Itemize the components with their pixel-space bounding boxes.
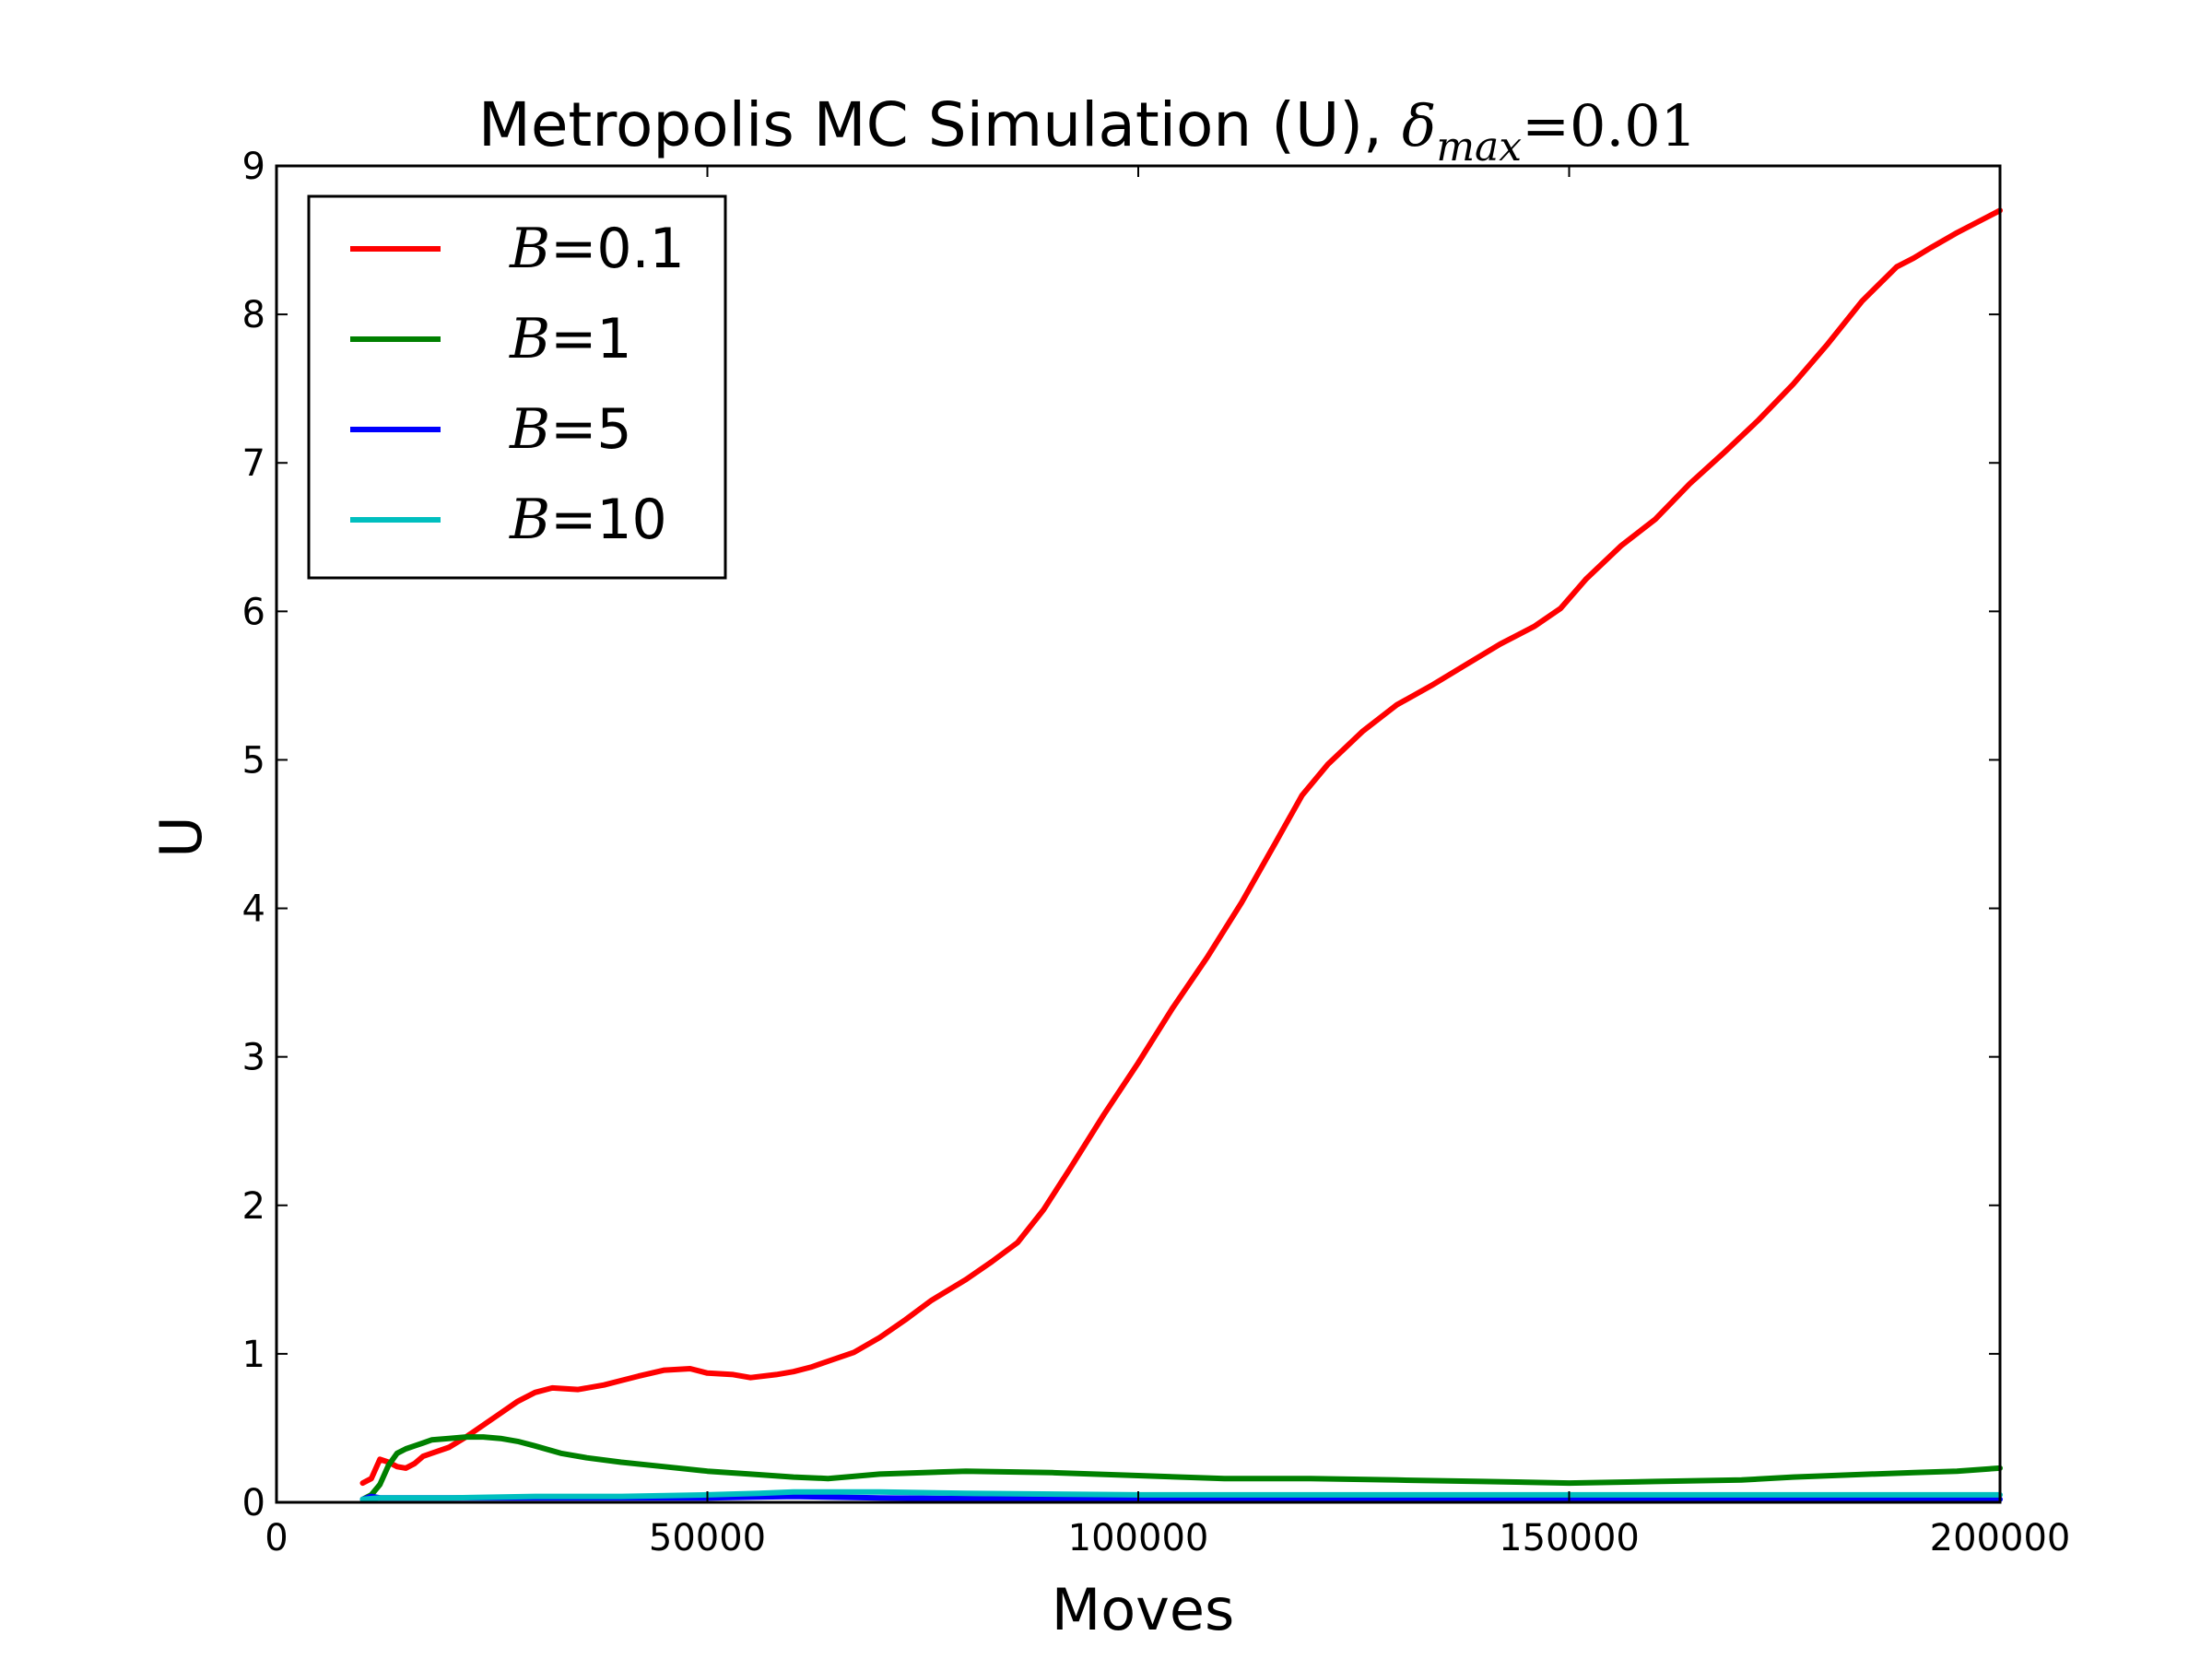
series-line-1: [359, 1434, 2003, 1502]
chart-title: Metropolis MC Simulation (U), δmax=0.01: [478, 89, 1697, 171]
legend-value-1: =1: [550, 307, 631, 371]
y-tick-label-5: 5: [242, 739, 265, 782]
chart-title-equation: =0.01: [1522, 92, 1697, 159]
x-axis-label: Moves: [1052, 1576, 1235, 1643]
chart-title-subscript: max: [1436, 124, 1522, 171]
y-tick-label-0: 0: [242, 1482, 265, 1524]
legend-value-0: =0.1: [550, 217, 685, 281]
series-layer: [359, 207, 2003, 1502]
y-tick-label-3: 3: [242, 1037, 265, 1079]
series-line-3: [359, 1488, 2003, 1502]
chart-title-text: Metropolis MC Simulation (U),: [478, 89, 1402, 160]
x-tick-label-2: 100000: [1068, 1517, 1209, 1559]
legend-label-3: B=10: [509, 488, 667, 552]
y-tick-label-4: 4: [242, 888, 265, 931]
x-tick-label-1: 50000: [649, 1517, 766, 1559]
y-axis-label: U: [147, 816, 215, 857]
y-tick-label-7: 7: [242, 442, 265, 485]
legend-var-0: B: [509, 217, 550, 281]
x-tick-label-3: 150000: [1499, 1517, 1640, 1559]
x-tick-label-0: 0: [265, 1517, 288, 1559]
plot-frame: [275, 164, 2002, 1504]
legend-entries: B=0.1B=1B=5B=10: [350, 217, 685, 552]
x-tick-label-4: 200000: [1930, 1517, 2071, 1559]
y-tick-label-9: 9: [242, 146, 265, 188]
legend-var-1: B: [509, 307, 550, 371]
series-line-0: [359, 207, 2003, 1487]
legend-frame: [307, 194, 727, 580]
tick-labels-layer: 0 50000 100000 150000 200000 0 1 2 3 4 5 6 7 8 9: [242, 146, 2071, 1559]
legend: B=0.1B=1B=5B=10: [307, 194, 727, 580]
legend-label-1: B=1: [509, 307, 632, 371]
legend-value-2: =5: [550, 397, 631, 462]
chart-title-symbol: δ: [1402, 92, 1436, 159]
y-tick-label-2: 2: [242, 1185, 265, 1228]
y-tick-label-8: 8: [242, 294, 265, 336]
legend-var-3: B: [509, 488, 550, 552]
legend-label-2: B=5: [509, 397, 632, 462]
legend-label-0: B=0.1: [509, 217, 685, 281]
legend-value-3: =10: [550, 488, 667, 552]
y-tick-label-6: 6: [242, 591, 265, 633]
y-tick-label-1: 1: [242, 1334, 265, 1376]
legend-var-2: B: [509, 397, 550, 462]
